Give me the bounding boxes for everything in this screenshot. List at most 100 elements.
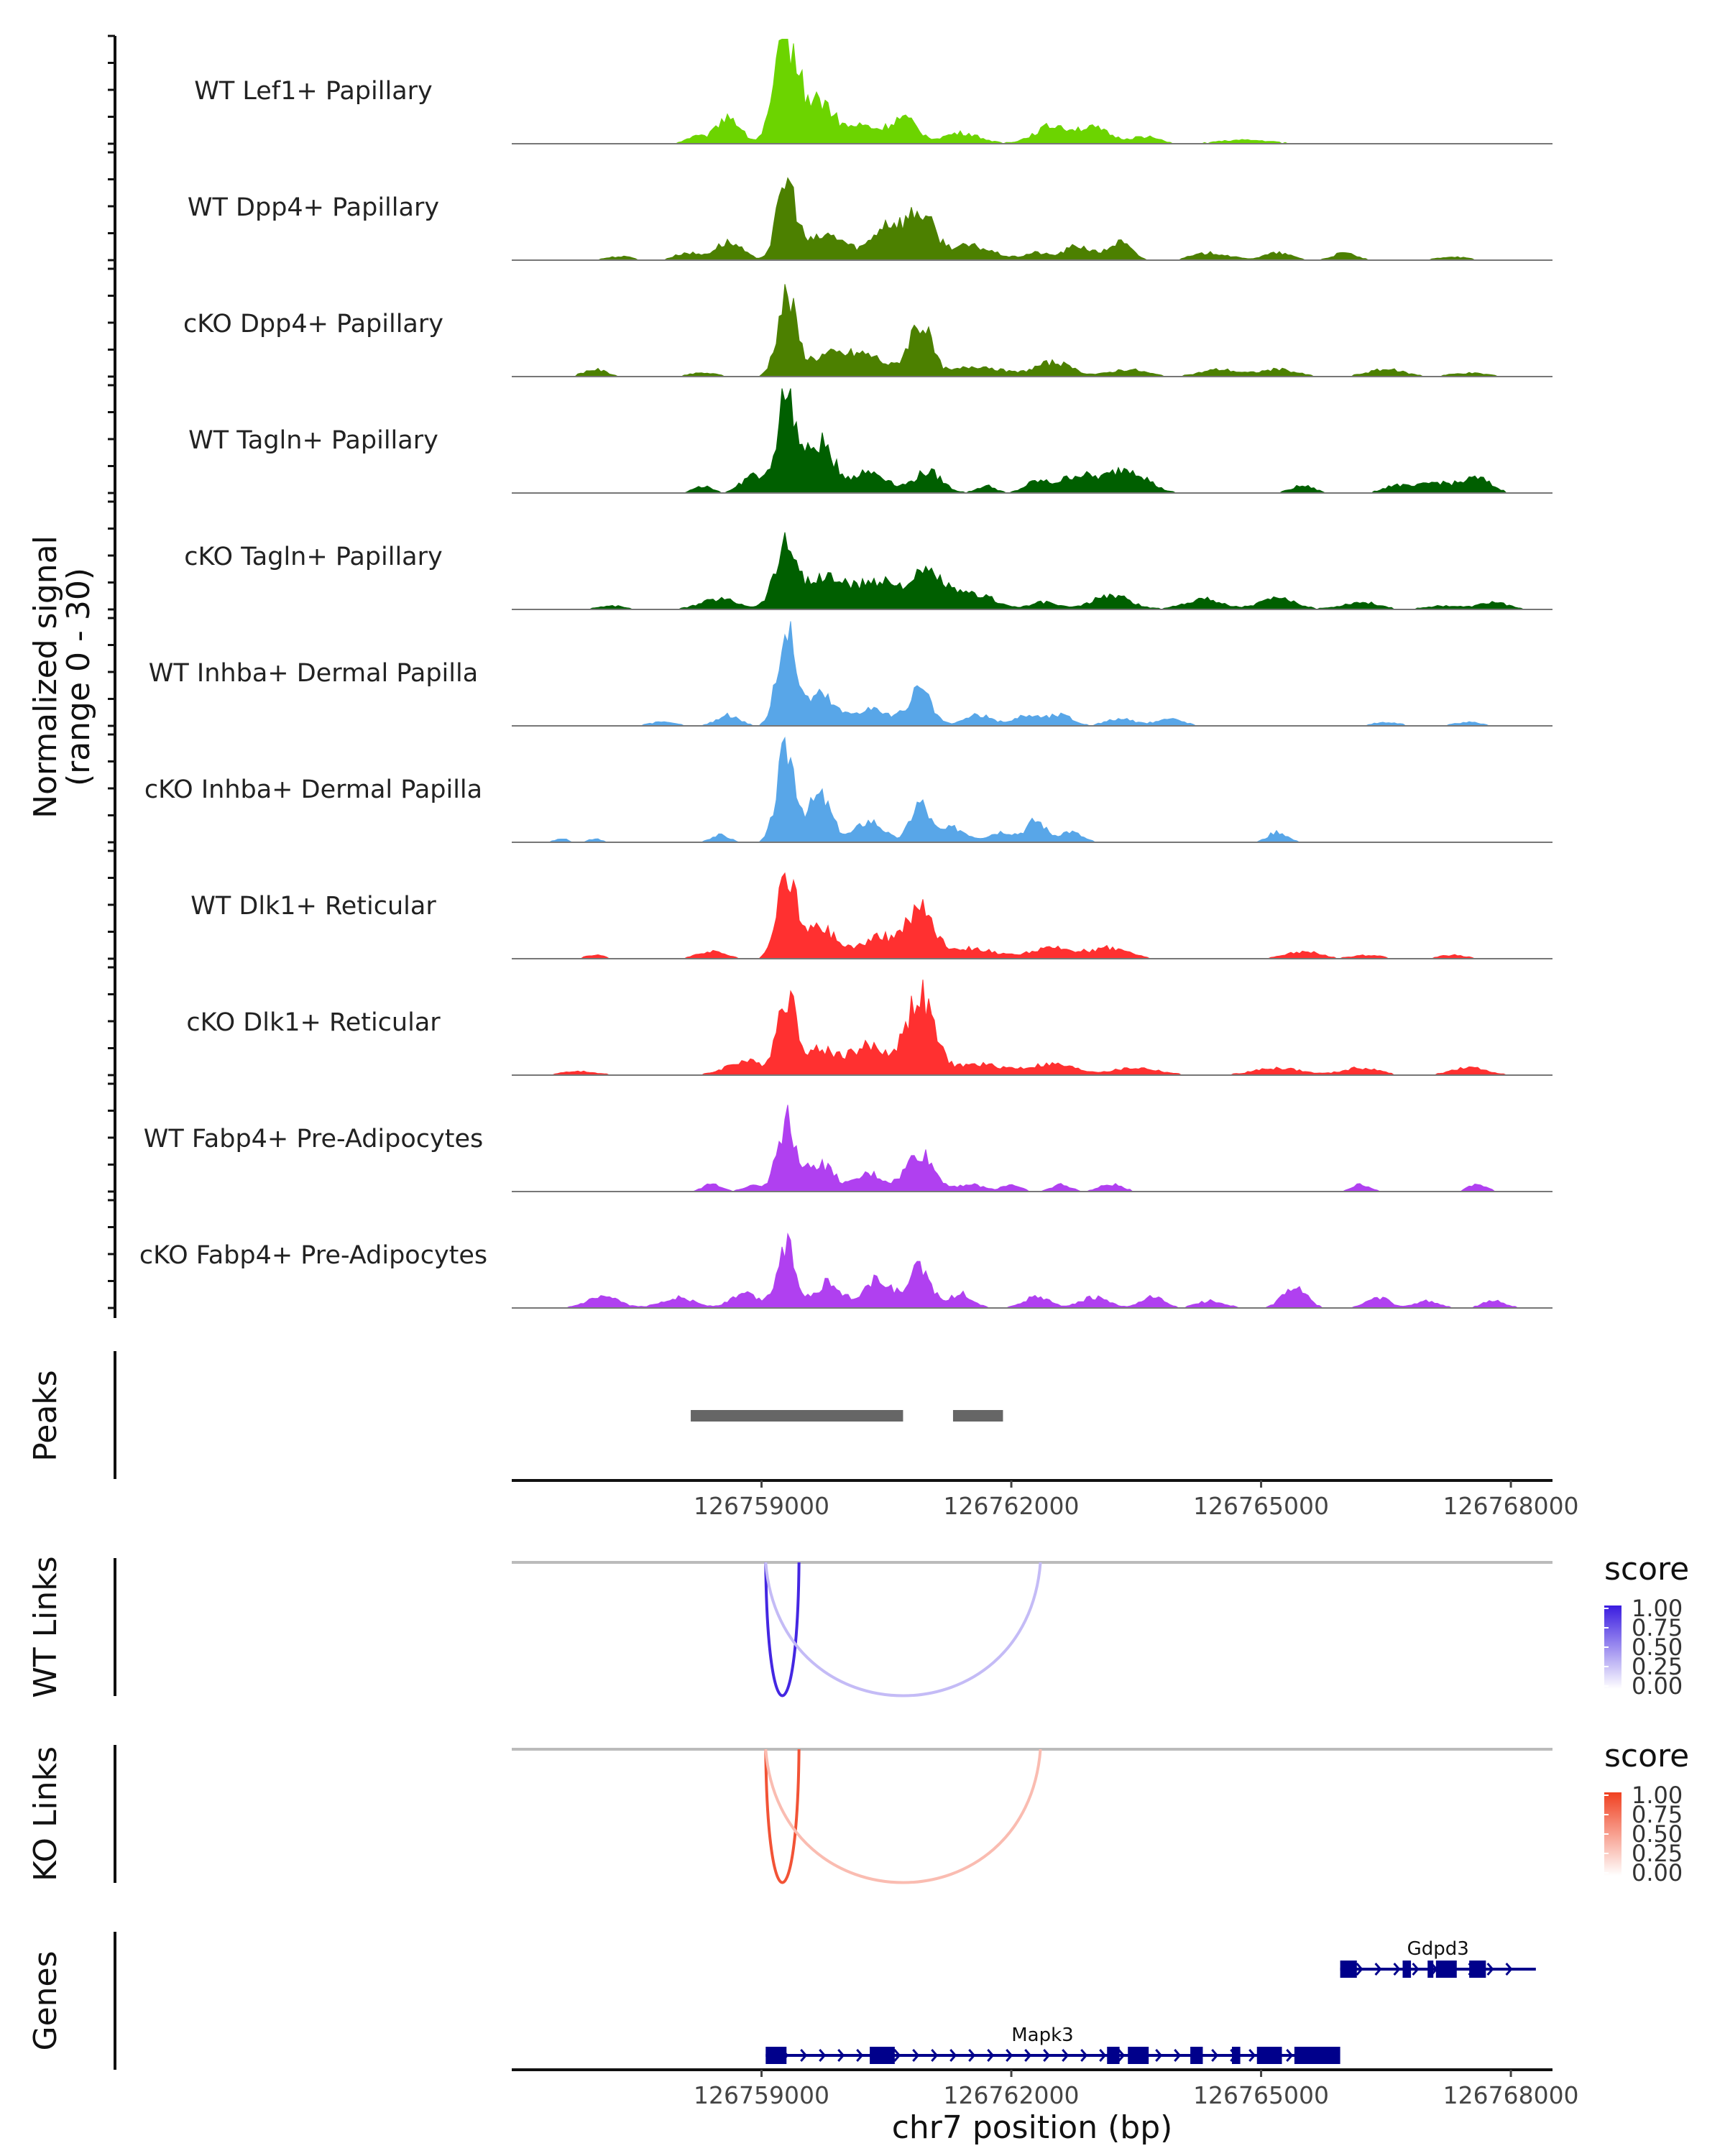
gene-exon [870,2047,895,2064]
strand-arrow [1174,2049,1182,2062]
gene-exon [1256,2047,1282,2064]
coverage-area [512,177,1552,261]
strand-arrow [856,2049,864,2062]
link-track-ko-links: KO Links score 1.000.750.500.250.00 [27,1738,1689,1886]
legend-tick-label: 0.50 [1632,1634,1683,1661]
link-arc [764,1562,1042,1697]
peaks-x-axis-tick-label: 126759000 [694,1492,829,1520]
coverage-area [512,736,1552,843]
strand-arrow [1211,2049,1219,2062]
coverage-area [512,980,1552,1076]
coverage-area [512,1105,1552,1192]
legend-tick-label: 0.00 [1632,1672,1683,1700]
gene-exon [1402,1961,1412,1978]
strand-arrow [968,2049,976,2062]
peaks-x-axis-tick-label: 126762000 [944,1492,1080,1520]
coverage-track-cko-fabp4-pre-adipocytes: cKO Fabp4+ Pre-Adipocytes [139,1233,1552,1309]
legend-tick-label: 0.75 [1632,1801,1683,1828]
genes-x-axis-tick-label: 126762000 [944,2081,1080,2109]
gene-exon [1294,2047,1340,2064]
strand-arrow [1043,2049,1051,2062]
gene-exon [1427,1961,1434,1978]
peak-interval [952,1410,1003,1422]
peaks-x-axis-tick-label: 126768000 [1443,1492,1579,1520]
legend-tick-label: 1.00 [1632,1782,1683,1809]
link-track-label: WT Links [27,1556,64,1697]
strand-arrow [819,2049,827,2062]
coverage-track-label: cKO Inhba+ Dermal Papilla [144,775,482,804]
coverage-track-cko-dpp4-papillary: cKO Dpp4+ Papillary [183,284,1552,377]
legend-tick-label: 0.25 [1632,1653,1683,1680]
gene-mapk3: Mapk3 [765,2024,1340,2064]
coverage-track-wt-dpp4-papillary: WT Dpp4+ Papillary [188,177,1552,261]
coverage-area [512,284,1552,377]
peaks-label: Peaks [27,1370,64,1461]
strand-arrow [1080,2049,1088,2062]
genes-label: Genes [27,1950,64,2050]
gene-exon [1128,2047,1149,2064]
link-arc [764,1562,801,1697]
strand-arrow [1286,2049,1294,2062]
link-legend: score 1.000.750.500.250.00 [1604,1551,1689,1700]
strand-arrow [1006,2049,1013,2062]
coverage-track-wt-dlk1-reticular: WT Dlk1+ Reticular [190,872,1552,959]
coverage-track-label: WT Fabp4+ Pre-Adipocytes [144,1125,483,1153]
strand-arrow [949,2049,957,2062]
coverage-track-label: WT Lef1+ Papillary [194,77,433,106]
coverage-track-label: WT Dlk1+ Reticular [190,892,436,921]
legend-tick-label: 1.00 [1632,1595,1683,1622]
coverage-area [512,621,1552,727]
strand-arrow [1024,2049,1032,2062]
strand-arrow [987,2049,995,2062]
coverage-track-label: cKO Fabp4+ Pre-Adipocytes [139,1241,487,1270]
strand-arrow [1393,1963,1401,1976]
strand-arrow [1062,2049,1070,2062]
coverage-track-label: WT Tagln+ Papillary [188,426,438,455]
legend-title: score [1604,1551,1689,1588]
legend-tick-label: 0.50 [1632,1820,1683,1848]
strand-arrow [1486,1963,1494,1976]
coverage-area [512,39,1552,144]
peaks-x-axis: 126759000 126762000 126765000 126768000 [512,1479,1579,1520]
genes-panel: Genes Mapk3 Gdpd3 [27,1932,1536,2070]
legend-title: score [1604,1738,1689,1774]
coverage-area [512,532,1552,610]
legend-tick-label: 0.25 [1632,1840,1683,1867]
x-axis-title: chr7 position (bp) [892,2109,1173,2146]
legend-tick-label: 0.00 [1632,1859,1683,1886]
strand-arrow [1412,1963,1420,1976]
coverage-track-label: cKO Tagln+ Papillary [184,543,443,571]
coverage-track-label: cKO Dlk1+ Reticular [186,1008,441,1037]
coverage-panel: Normalized signal(range 0 - 30) WT Lef1+ … [27,34,1552,1318]
gene-exon [1435,1961,1457,1978]
link-track-wt-links: WT Links score 1.000.750.500.250.00 [27,1551,1689,1700]
strand-arrow [1505,1963,1513,1976]
gene-exon [1190,2047,1203,2064]
link-track-label: KO Links [27,1746,64,1881]
strand-arrow [1118,2049,1126,2062]
gene-exon [1340,1961,1357,1978]
coverage-track-cko-inhba-dermal-papilla: cKO Inhba+ Dermal Papilla [144,736,1552,843]
strand-arrow [1155,2049,1163,2062]
coverage-track-cko-tagln-papillary: cKO Tagln+ Papillary [184,532,1552,610]
link-arc [764,1749,1042,1884]
coverage-track-label: WT Dpp4+ Papillary [188,193,439,222]
gene-exon [765,2047,787,2064]
coverage-track-wt-lef1-papillary: WT Lef1+ Papillary [194,39,1552,144]
genes-x-axis-tick-label: 126765000 [1193,2081,1329,2109]
gene-exon [1469,1961,1486,1978]
genes-x-axis-tick-label: 126768000 [1443,2081,1579,2109]
genes-x-axis: 126759000 126762000 126765000 126768000 chr7… [512,2068,1579,2146]
coverage-track-wt-fabp4-pre-adipocytes: WT Fabp4+ Pre-Adipocytes [144,1105,1552,1192]
gene-gdpd3: Gdpd3 [1340,1938,1536,1978]
gene-name-label: Gdpd3 [1407,1938,1469,1960]
coverage-area [512,872,1552,959]
peak-interval [691,1410,903,1422]
strand-arrow [1248,2049,1256,2062]
strand-arrow [912,2049,920,2062]
coverage-ylabel-line2: (range 0 - 30) [60,568,97,786]
coverage-track-wt-tagln-papillary: WT Tagln+ Papillary [188,388,1552,494]
coverage-track-label: WT Inhba+ Dermal Papilla [149,659,478,688]
